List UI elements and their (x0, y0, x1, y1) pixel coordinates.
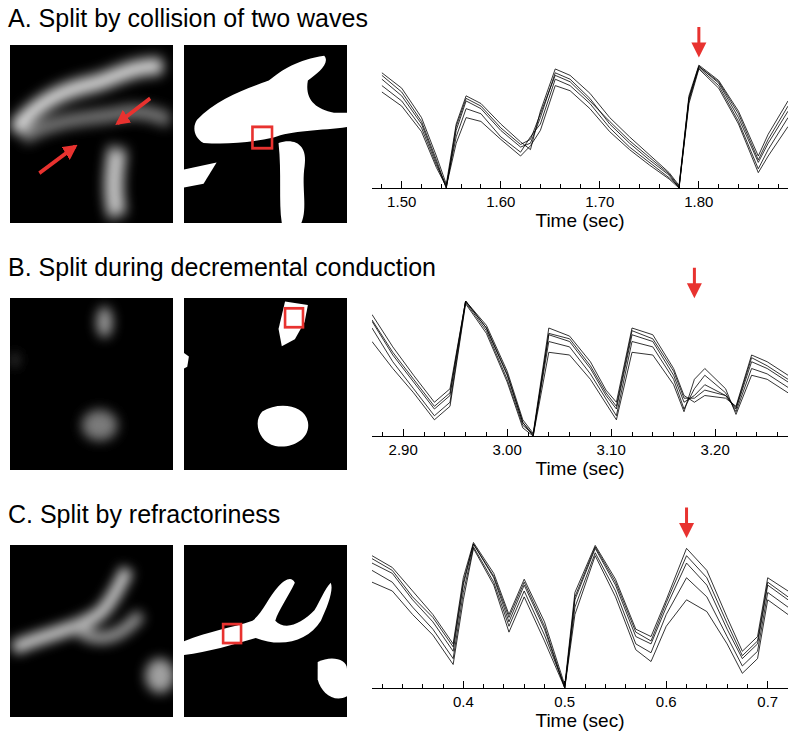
html-text:B. Split during decremental co: B. Split during decremental conduction (8, 253, 436, 281)
svg-text:0.6: 0.6 (656, 693, 677, 710)
html-text:A. Split by collision of two w: A. Split by collision of two waves (8, 4, 368, 32)
svg-text:Time (sec): Time (sec) (535, 710, 624, 731)
svg-text:1.70: 1.70 (585, 193, 614, 210)
svg-text:3.00: 3.00 (493, 441, 522, 458)
svg-text:1.80: 1.80 (684, 193, 713, 210)
svg-text:Time (sec): Time (sec) (535, 210, 624, 231)
svg-text:3.20: 3.20 (701, 441, 730, 458)
svg-text:1.50: 1.50 (387, 193, 416, 210)
svg-text:0.5: 0.5 (554, 693, 575, 710)
svg-text:3.10: 3.10 (597, 441, 626, 458)
svg-text:0.7: 0.7 (757, 693, 778, 710)
svg-text:0.4: 0.4 (453, 693, 474, 710)
svg-text:Time (sec): Time (sec) (535, 458, 624, 479)
svg-text:1.60: 1.60 (486, 193, 515, 210)
html-text:C. Split by refractoriness: C. Split by refractoriness (8, 500, 281, 528)
svg-text:2.90: 2.90 (389, 441, 418, 458)
